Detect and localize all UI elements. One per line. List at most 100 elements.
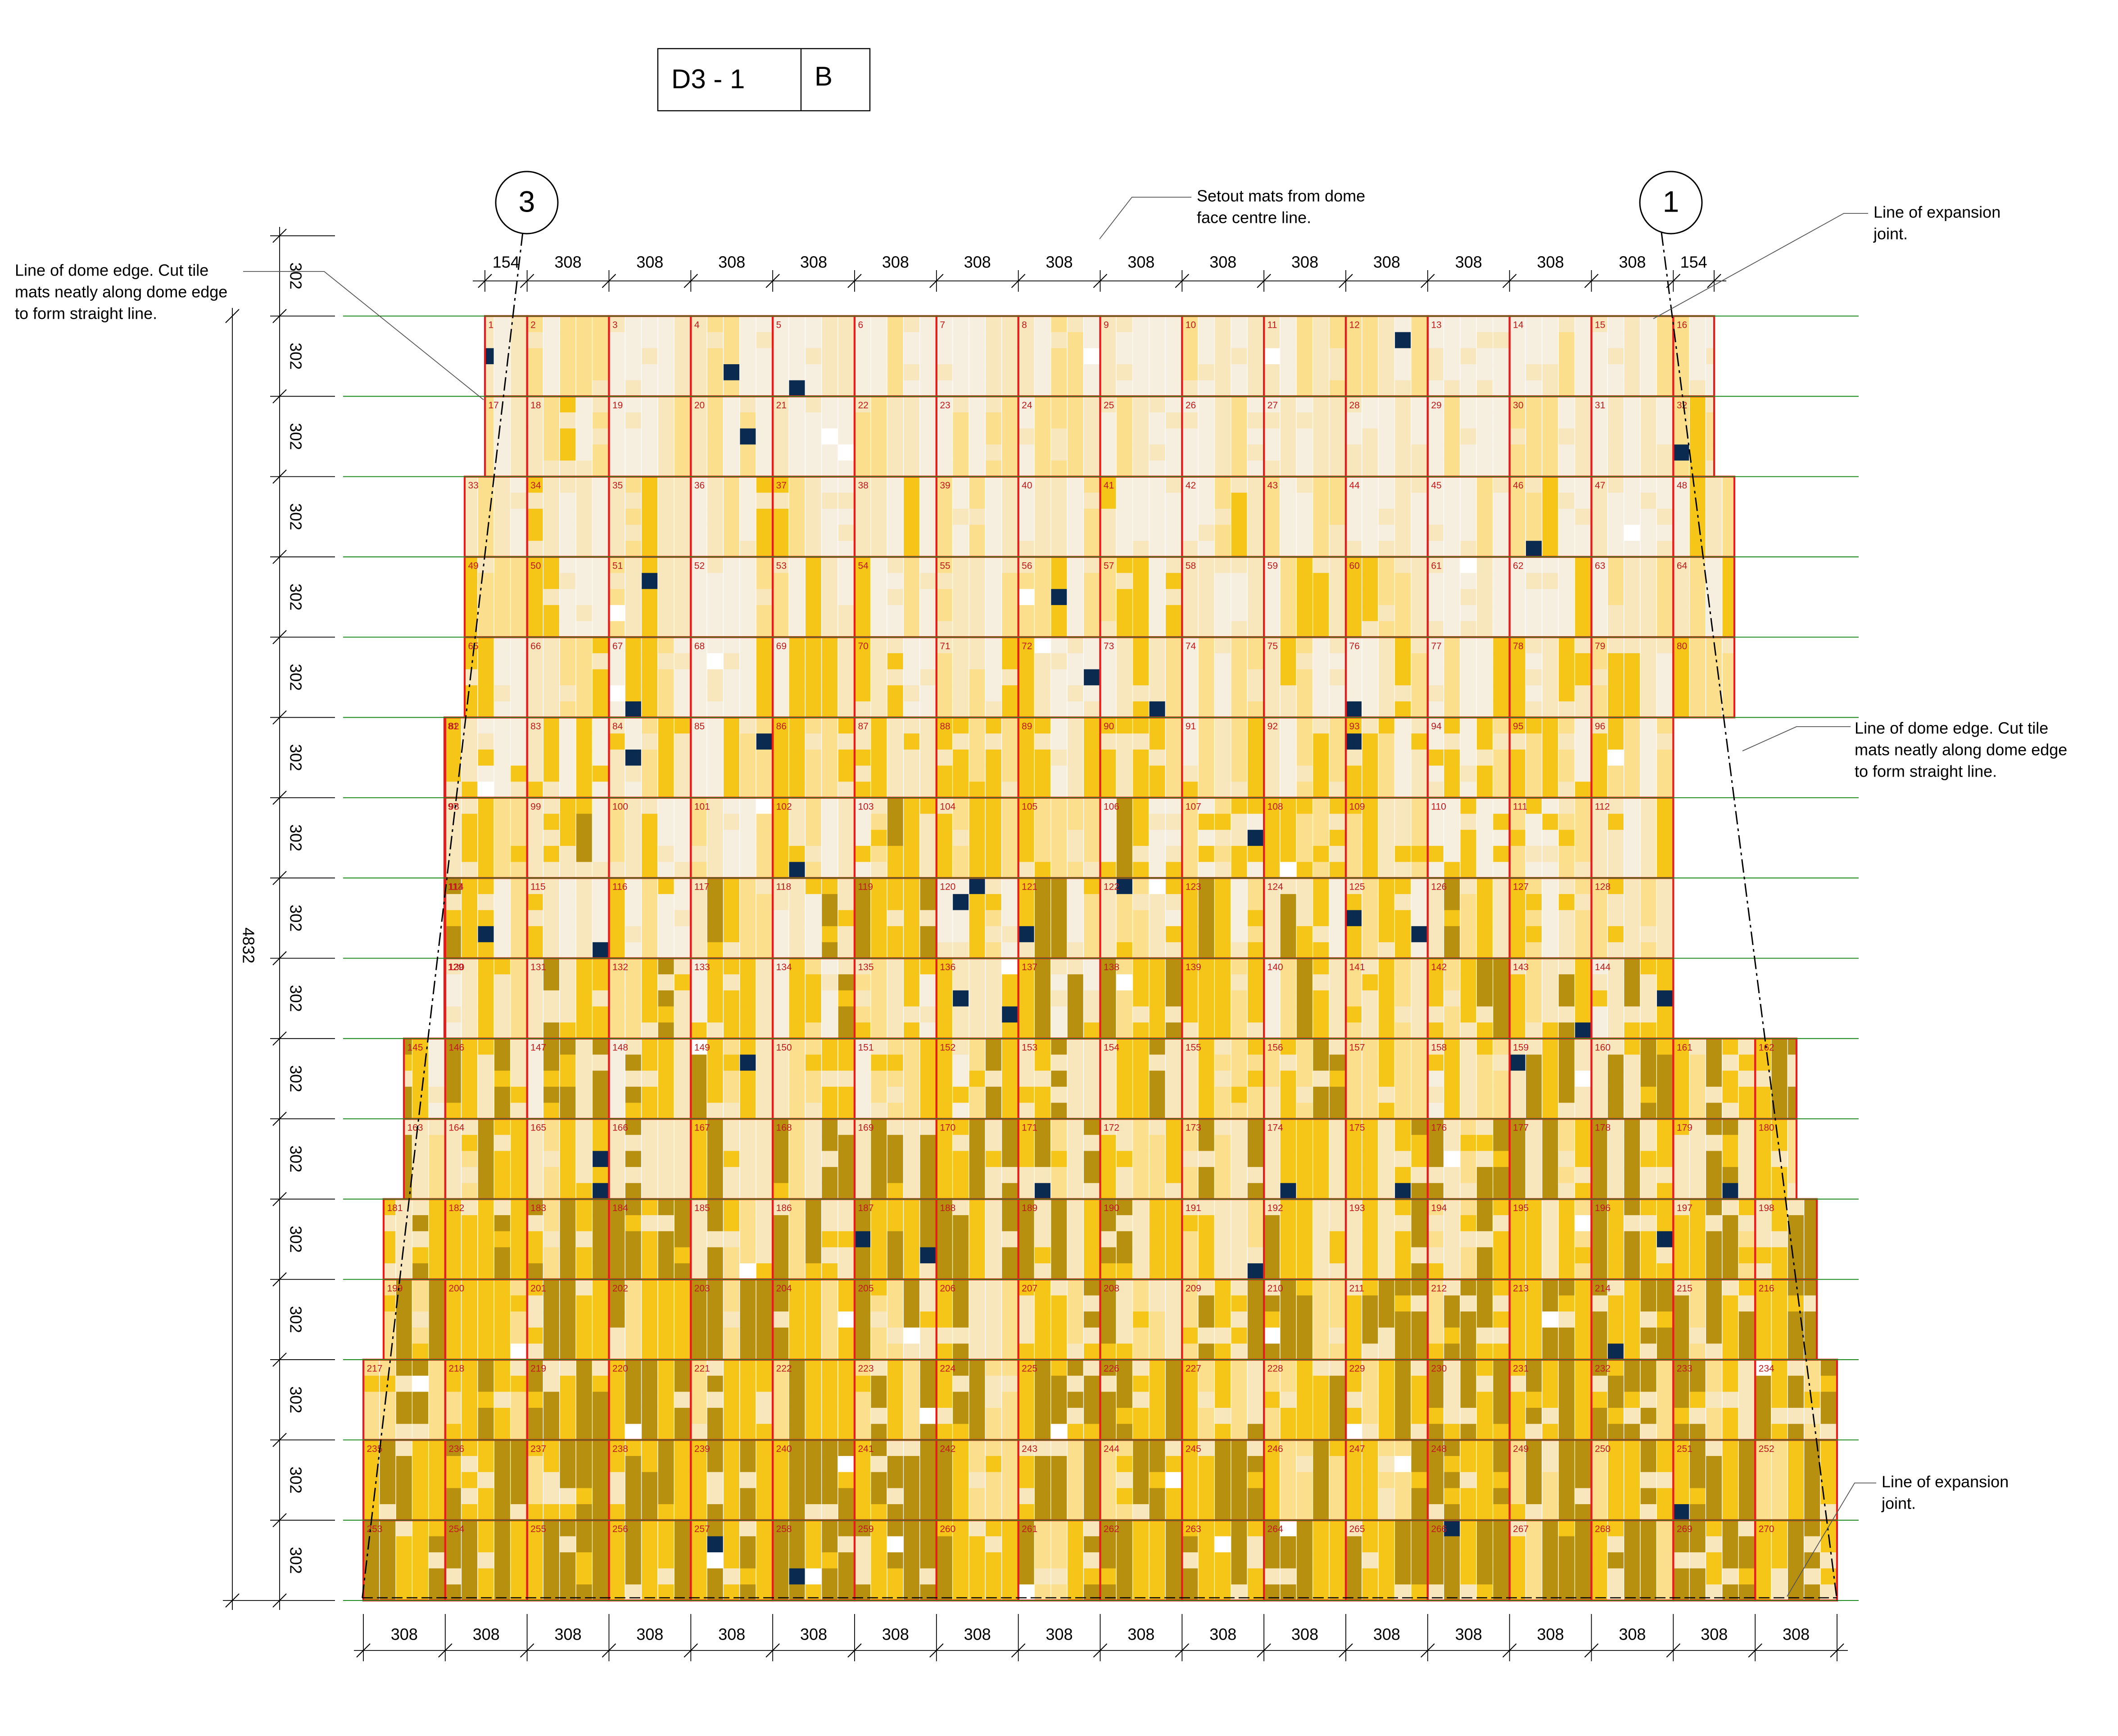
tile [527, 428, 544, 445]
tile [1084, 1151, 1100, 1168]
tile [822, 1151, 838, 1168]
tile [1444, 910, 1461, 927]
tile [855, 364, 871, 381]
tile [904, 476, 920, 493]
tile [1476, 974, 1493, 991]
tile [609, 830, 625, 846]
tile [1133, 878, 1150, 895]
tile [1296, 605, 1313, 622]
tile [1231, 1167, 1248, 1184]
tile [625, 1151, 642, 1168]
tile [1116, 910, 1133, 927]
tile [838, 493, 855, 509]
tile [1296, 556, 1313, 574]
tile [1231, 396, 1248, 413]
tile [969, 1119, 986, 1135]
tile [642, 316, 658, 333]
tile [560, 460, 576, 477]
tile [871, 1119, 887, 1135]
tile [936, 1135, 953, 1152]
tile [412, 1119, 429, 1135]
tile [1231, 845, 1248, 863]
tile [658, 1054, 674, 1071]
tile [609, 717, 625, 734]
tile [1607, 878, 1625, 895]
tile [1395, 845, 1412, 863]
tile [560, 1054, 576, 1071]
tile [1607, 1038, 1625, 1055]
tile [1444, 460, 1461, 477]
tile [1018, 1086, 1035, 1103]
tile [838, 637, 855, 654]
tile [936, 782, 953, 798]
tile [1395, 444, 1412, 461]
tile [543, 508, 560, 525]
tile [1182, 1167, 1199, 1184]
tile [1247, 701, 1264, 718]
tile [1493, 845, 1510, 863]
tile [1002, 1086, 1018, 1103]
tile [1526, 396, 1543, 413]
tile [904, 589, 920, 606]
tile [1182, 348, 1199, 365]
tile [1035, 733, 1051, 750]
tile [1165, 1006, 1182, 1023]
tile [1460, 1038, 1477, 1055]
tile [1067, 589, 1084, 606]
tile [1280, 733, 1297, 750]
tile [1280, 862, 1297, 879]
tile [1149, 332, 1166, 349]
tile [953, 444, 969, 461]
tile [625, 1071, 642, 1087]
tile [691, 573, 707, 590]
tile [1002, 894, 1018, 911]
tile [1460, 589, 1477, 606]
tile [1002, 348, 1018, 365]
tile [789, 364, 806, 381]
tile [985, 1071, 1002, 1087]
tile [920, 685, 937, 702]
tile [904, 845, 920, 863]
tile [707, 380, 724, 397]
tile [1329, 396, 1346, 413]
tile [904, 316, 920, 333]
tile [1526, 316, 1543, 333]
tile [1035, 1006, 1051, 1023]
tile [1689, 396, 1706, 413]
tile [674, 444, 691, 461]
tile [707, 685, 724, 702]
tile [1444, 637, 1461, 654]
tile [1280, 476, 1297, 493]
tile [1346, 1103, 1362, 1120]
tile [1706, 1071, 1723, 1087]
tile [691, 316, 707, 333]
tile [1198, 958, 1215, 975]
tile [969, 1167, 986, 1184]
tile [1313, 428, 1330, 445]
tile [1346, 332, 1362, 349]
tile [593, 733, 609, 750]
tile [1182, 556, 1199, 574]
tile [1411, 428, 1428, 445]
tile [527, 797, 544, 814]
tile [1460, 797, 1477, 814]
tile [511, 797, 527, 814]
tile [1378, 621, 1395, 638]
tile [953, 573, 969, 590]
tile [1165, 749, 1182, 766]
tile [1378, 348, 1395, 365]
tile [871, 589, 887, 606]
tile [1018, 1183, 1035, 1200]
tile [1051, 637, 1068, 654]
tile [822, 637, 838, 654]
tile [1018, 460, 1035, 477]
tile [1673, 1038, 1690, 1055]
tile [1035, 910, 1051, 927]
tile [642, 1119, 658, 1135]
tile [773, 653, 789, 670]
tile [511, 910, 527, 927]
tile [1378, 380, 1395, 397]
tile [1656, 428, 1674, 445]
tile [1051, 942, 1068, 959]
tile [789, 1022, 806, 1039]
